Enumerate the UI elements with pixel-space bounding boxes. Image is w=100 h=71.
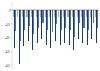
Bar <box>60 10 61 45</box>
Bar <box>73 10 74 50</box>
Bar <box>26 10 28 17</box>
Bar <box>15 10 16 31</box>
Bar <box>33 10 34 34</box>
Bar <box>45 10 46 17</box>
Bar <box>86 10 87 17</box>
Bar <box>68 10 69 17</box>
Bar <box>91 10 92 39</box>
Bar <box>36 10 37 17</box>
Bar <box>18 10 20 64</box>
Bar <box>13 10 14 17</box>
Bar <box>82 10 83 43</box>
Bar <box>83 10 84 28</box>
Bar <box>14 10 15 48</box>
Bar <box>63 10 64 17</box>
Bar <box>64 10 65 43</box>
Bar <box>29 10 30 25</box>
Bar <box>50 10 52 48</box>
Bar <box>69 10 70 45</box>
Bar <box>28 10 29 41</box>
Bar <box>40 10 41 17</box>
Bar <box>78 10 79 39</box>
Bar <box>23 10 24 46</box>
Bar <box>90 10 91 17</box>
Bar <box>38 10 39 28</box>
Bar <box>37 10 38 43</box>
Bar <box>20 10 21 41</box>
Bar <box>54 10 55 17</box>
Bar <box>65 10 66 28</box>
Bar <box>49 10 50 17</box>
Bar <box>55 10 56 41</box>
Bar <box>46 10 47 45</box>
Bar <box>22 10 23 17</box>
Bar <box>96 10 97 43</box>
Bar <box>77 10 78 17</box>
Bar <box>61 10 62 30</box>
Bar <box>56 10 57 24</box>
Bar <box>72 10 73 17</box>
Bar <box>41 10 42 39</box>
Bar <box>74 10 75 37</box>
Bar <box>88 10 89 30</box>
Bar <box>70 10 71 30</box>
Bar <box>32 10 33 50</box>
Bar <box>47 10 48 30</box>
Bar <box>24 10 25 30</box>
Bar <box>31 10 32 17</box>
Bar <box>87 10 88 45</box>
Bar <box>52 10 53 32</box>
Bar <box>58 10 60 17</box>
Bar <box>17 10 18 17</box>
Bar <box>81 10 82 17</box>
Bar <box>42 10 44 23</box>
Bar <box>97 10 98 28</box>
Bar <box>79 10 80 23</box>
Bar <box>92 10 94 23</box>
Bar <box>95 10 96 17</box>
